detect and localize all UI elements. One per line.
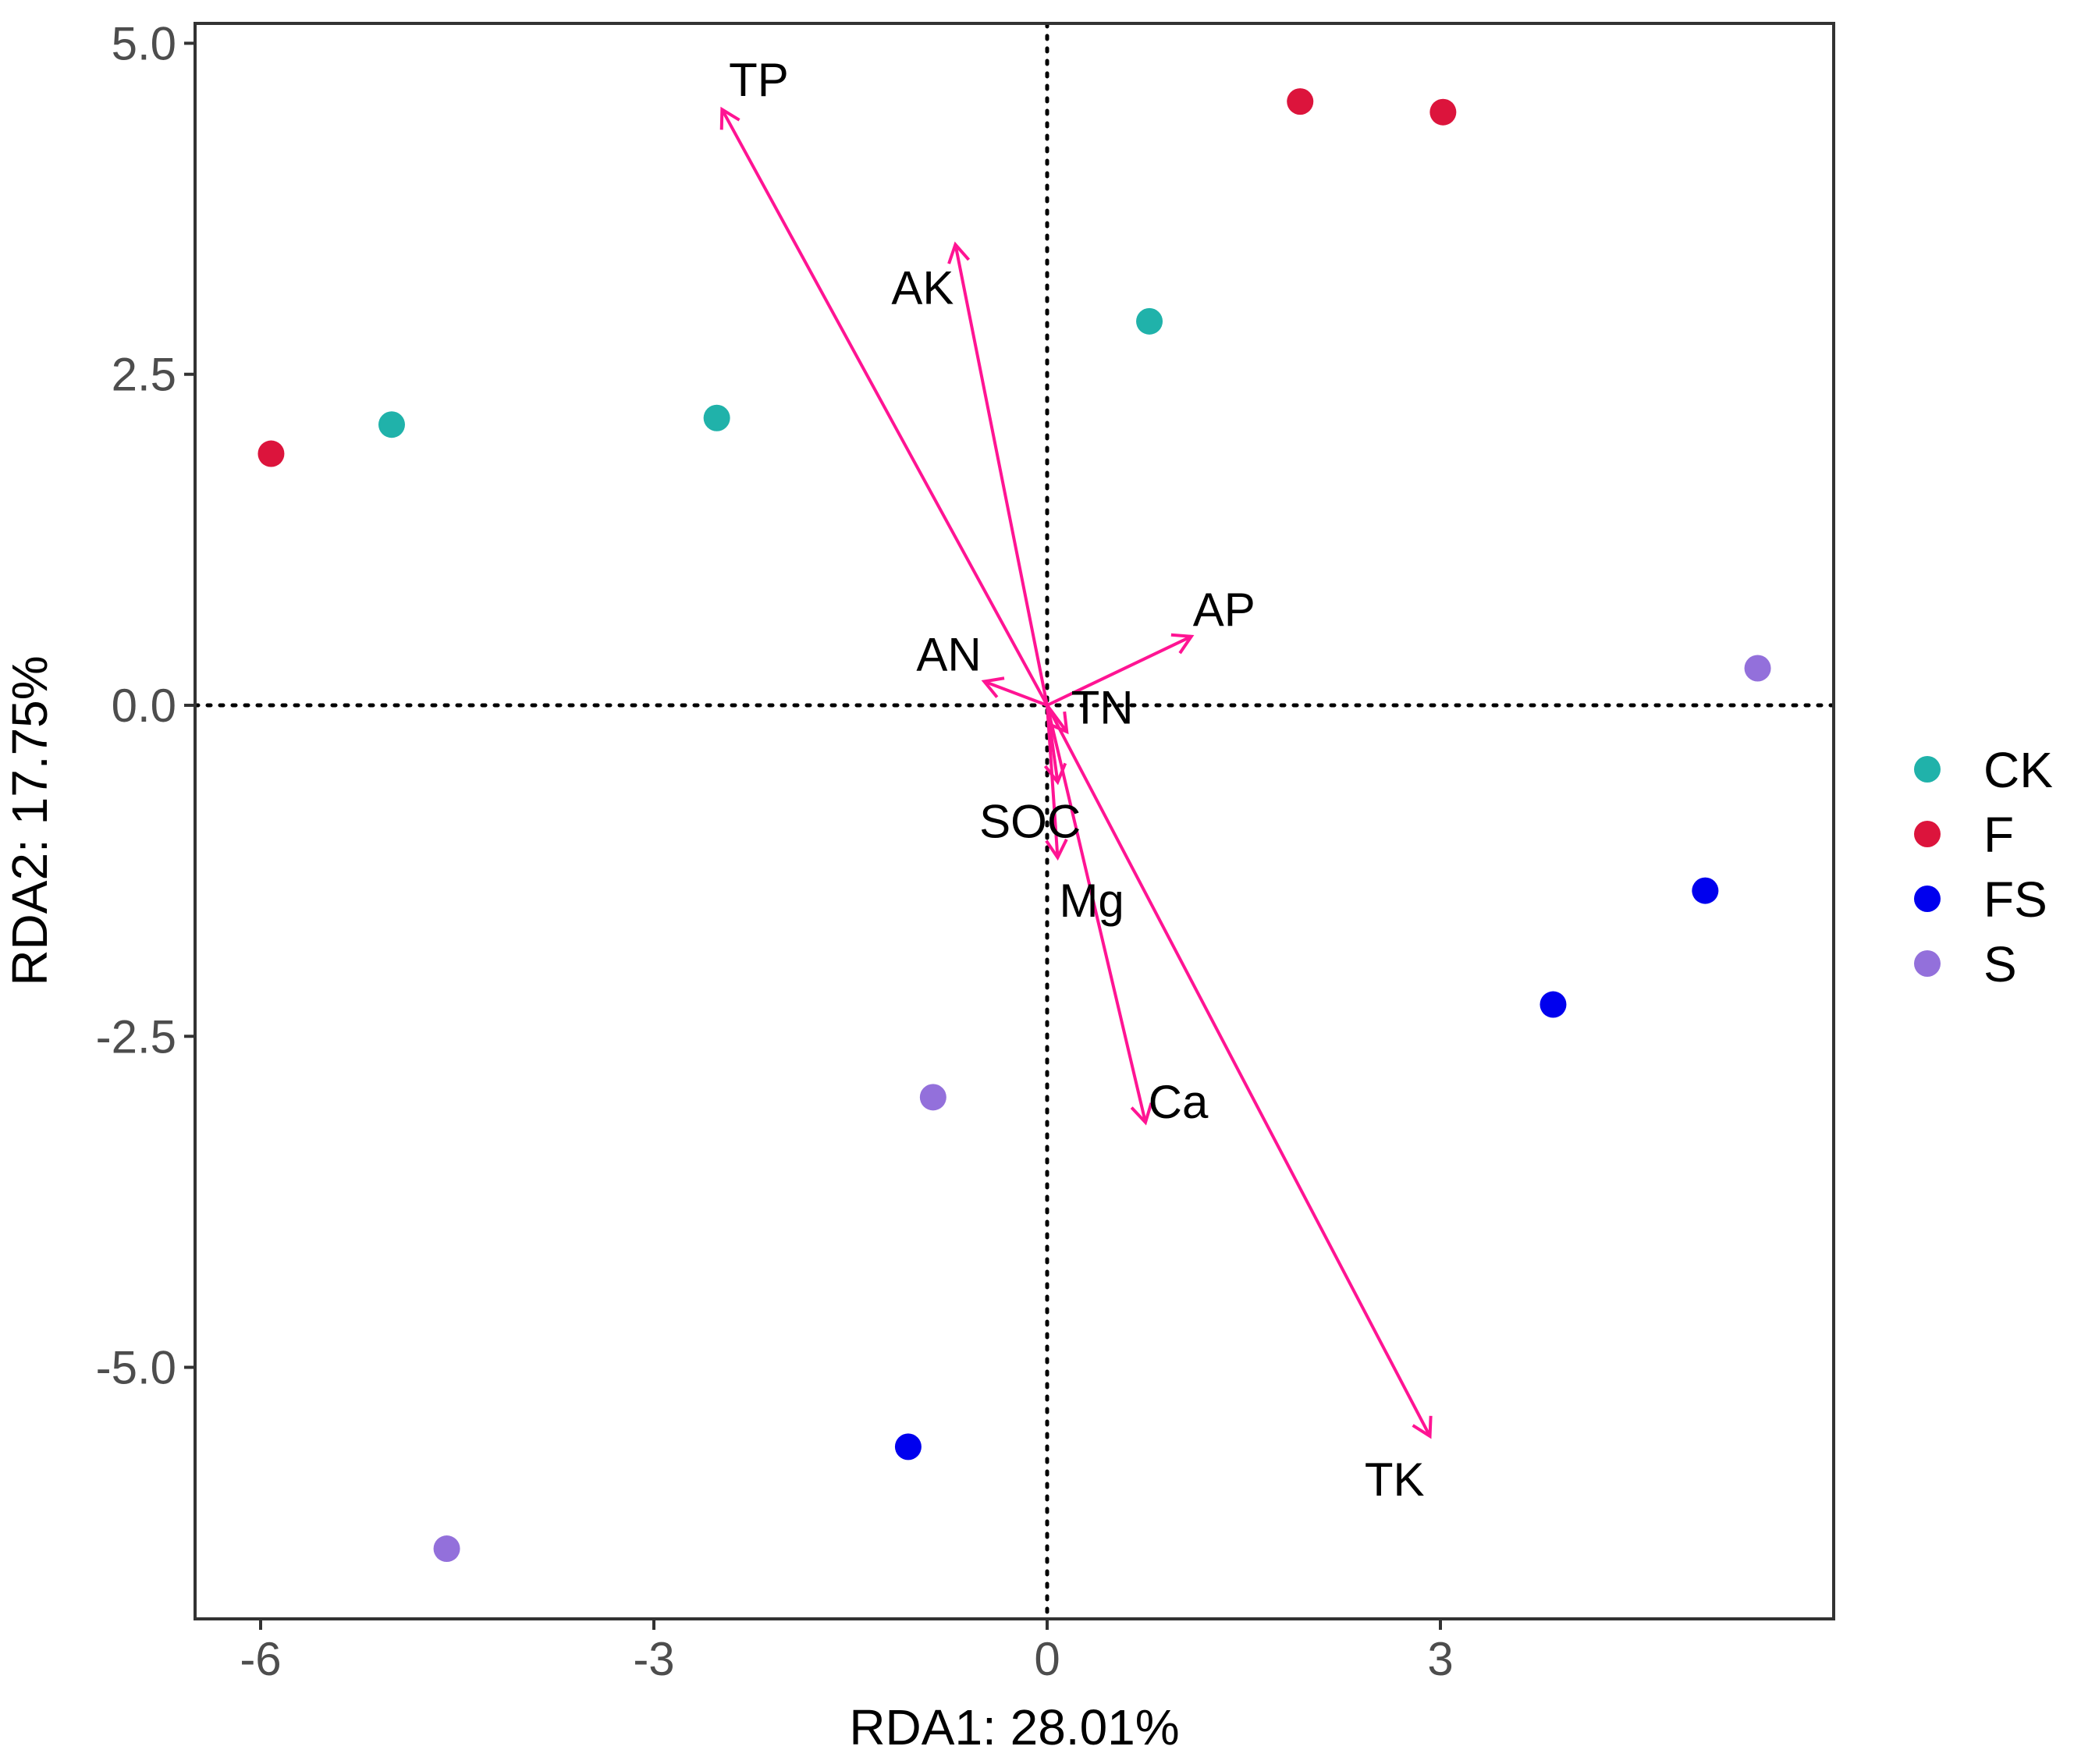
- plot-area: [195, 23, 1834, 1619]
- point-s: [1744, 655, 1771, 682]
- plot-border: [194, 22, 1835, 1620]
- arrow-mg: [1046, 705, 1060, 858]
- y-axis-title: RDA2: 17.75%: [2, 655, 58, 985]
- arrow-ak: [954, 244, 1049, 706]
- arrow-tk: [1046, 705, 1432, 1437]
- arrow-an: [983, 680, 1048, 707]
- arrow-head-mg: [1045, 838, 1068, 861]
- arrow-head-ca: [1130, 1102, 1153, 1126]
- arrow-label-soc: SOC: [979, 795, 1081, 847]
- arrow-ca: [1046, 705, 1147, 1123]
- arrow-label-an: AN: [916, 629, 981, 681]
- y-tick-label: 0.0: [112, 680, 176, 732]
- y-tick-label: -5.0: [96, 1342, 176, 1394]
- legend-key-ck: [1914, 756, 1941, 783]
- arrow-label-ca: Ca: [1149, 1076, 1209, 1128]
- legend-label-s: S: [1983, 936, 2017, 992]
- point-fs: [1692, 877, 1719, 904]
- point-fs: [1540, 991, 1567, 1018]
- x-tick-label: -3: [633, 1633, 674, 1685]
- arrow-tp: [720, 108, 1049, 706]
- arrow-label-ap: AP: [1193, 584, 1255, 636]
- y-tick-label: 2.5: [112, 349, 176, 401]
- x-tick-label: -6: [240, 1633, 281, 1685]
- arrow-head-tp: [719, 106, 740, 130]
- point-s: [433, 1535, 460, 1563]
- arrow-label-tk: TK: [1365, 1453, 1425, 1506]
- arrow-head-tn: [1047, 711, 1069, 735]
- arrow-label-ak: AK: [891, 261, 954, 314]
- legend-label-fs: FS: [1983, 871, 2047, 928]
- point-ck: [378, 411, 405, 438]
- point-f: [257, 440, 285, 467]
- x-tick-label: 3: [1427, 1633, 1453, 1685]
- y-tick-label: 5.0: [112, 17, 176, 69]
- x-tick-label: 0: [1034, 1633, 1060, 1685]
- point-ck: [1136, 307, 1163, 335]
- arrow-head-tk: [1412, 1415, 1433, 1439]
- legend-key-f: [1914, 821, 1941, 847]
- arrow-head-an: [981, 676, 1005, 698]
- arrow-head-ap: [1170, 633, 1195, 655]
- point-fs: [894, 1433, 922, 1461]
- arrow-label-tp: TP: [729, 54, 789, 106]
- legend-label-f: F: [1983, 807, 2014, 863]
- legend-key-fs: [1914, 886, 1941, 912]
- arrow-ap: [1046, 634, 1192, 707]
- point-s: [919, 1084, 946, 1111]
- x-axis-title: RDA1: 28.01%: [849, 1699, 1179, 1755]
- arrow-head-ak: [947, 241, 971, 264]
- point-ck: [703, 404, 730, 431]
- arrow-label-mg: Mg: [1059, 875, 1124, 927]
- legend: CK F FS S: [1914, 742, 2053, 992]
- legend-key-s: [1914, 950, 1941, 977]
- y-tick-label: -2.5: [96, 1010, 176, 1063]
- point-f: [1429, 98, 1457, 126]
- legend-label-ck: CK: [1983, 742, 2053, 798]
- arrow-label-tn: TN: [1071, 681, 1134, 733]
- point-f: [1287, 88, 1314, 115]
